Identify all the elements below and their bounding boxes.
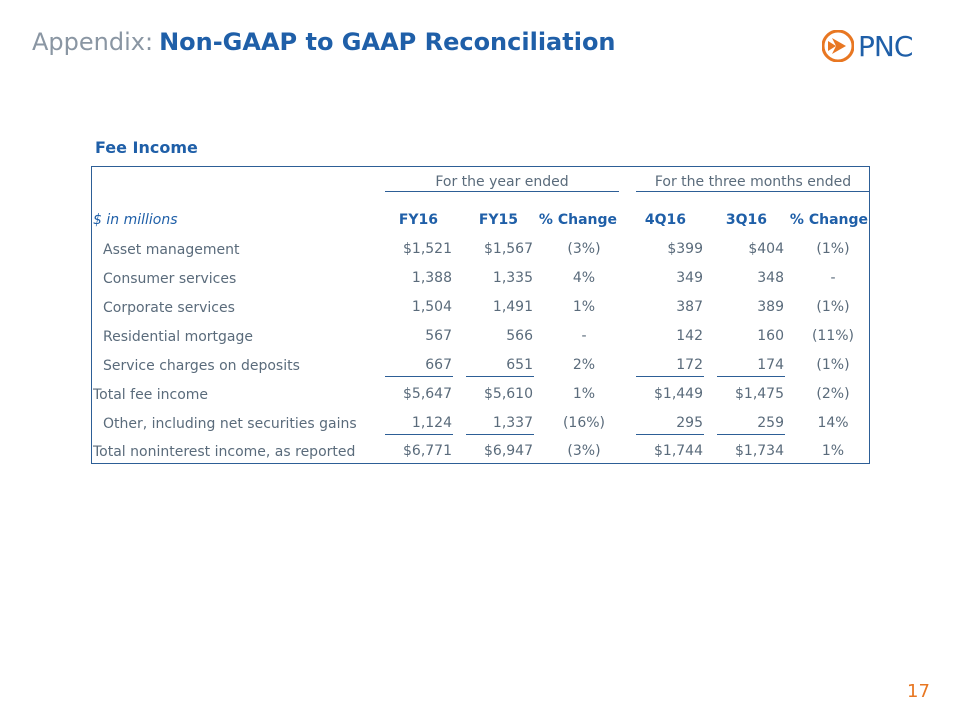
row-label: Asset management — [103, 242, 240, 258]
page-number: 17 — [907, 681, 930, 702]
units-label: $ in millions — [93, 212, 178, 228]
table-cell: $1,744 — [654, 443, 703, 459]
table-cell: (16%) — [562, 415, 606, 431]
table-cell: 4% — [572, 270, 596, 286]
pnc-logo: PNC — [822, 28, 913, 64]
column-header-2: FY15 — [478, 212, 518, 228]
row-label: Other, including net securities gains — [103, 416, 357, 432]
subtotal-rule — [636, 376, 704, 377]
table-cell: (1%) — [816, 299, 850, 315]
table-cell: (1%) — [816, 241, 850, 257]
table-cell: 1% — [572, 386, 596, 402]
table-cell: $404 — [748, 241, 784, 257]
page-title: Appendix: Non-GAAP to GAAP Reconciliation — [32, 28, 616, 56]
table-cell: 349 — [676, 270, 703, 286]
table-cell: 348 — [757, 270, 784, 286]
table-cell: 567 — [425, 328, 452, 344]
table-cell: 667 — [425, 357, 452, 373]
subtotal-rule — [466, 434, 534, 435]
table-cell: 387 — [676, 299, 703, 315]
row-label: Total fee income — [93, 387, 209, 403]
table-cell: (1%) — [816, 357, 850, 373]
table-cell: 174 — [757, 357, 784, 373]
title-main: Non-GAAP to GAAP Reconciliation — [159, 28, 616, 56]
table-cell: (3%) — [567, 241, 601, 257]
table-cell: $1,734 — [735, 443, 784, 459]
table-cell: $1,475 — [735, 386, 784, 402]
table-cell: 2% — [572, 357, 596, 373]
table-cell: 160 — [757, 328, 784, 344]
pnc-logo-icon — [822, 30, 854, 62]
subtotal-rule — [636, 434, 704, 435]
title-prefix: Appendix: — [32, 28, 154, 56]
logo-text: PNC — [858, 29, 913, 63]
column-header-1: FY16 — [398, 212, 438, 228]
table-cell: 295 — [676, 415, 703, 431]
table-cell: $1,521 — [403, 241, 452, 257]
row-label: Corporate services — [103, 300, 235, 316]
column-header-6: % Change — [789, 212, 868, 228]
row-label: Residential mortgage — [103, 329, 253, 345]
group-rule-year — [385, 191, 619, 192]
fee-income-table — [91, 166, 870, 464]
table-cell: (11%) — [811, 328, 855, 344]
table-cell: - — [581, 328, 587, 344]
column-header-4: 4Q16 — [644, 212, 686, 228]
table-cell: 1,504 — [411, 299, 452, 315]
group-header-quarter: For the three months ended — [654, 174, 852, 190]
table-cell: 651 — [506, 357, 533, 373]
table-cell: $5,647 — [403, 386, 452, 402]
subtotal-rule — [466, 376, 534, 377]
table-cell: 389 — [757, 299, 784, 315]
table-cell: (2%) — [816, 386, 850, 402]
table-cell: 1,335 — [492, 270, 533, 286]
table-cell: $1,449 — [654, 386, 703, 402]
row-label: Service charges on deposits — [103, 358, 300, 374]
row-label: Total noninterest income, as reported — [93, 444, 356, 460]
section-title: Fee Income — [95, 138, 198, 157]
table-cell: $399 — [667, 241, 703, 257]
group-header-year: For the year ended — [435, 174, 569, 190]
table-cell: $1,567 — [484, 241, 533, 257]
table-cell: 1,124 — [411, 415, 452, 431]
table-cell: 566 — [506, 328, 533, 344]
column-header-5: 3Q16 — [725, 212, 767, 228]
table-cell: $6,947 — [484, 443, 533, 459]
subtotal-rule — [385, 376, 453, 377]
table-cell: 142 — [676, 328, 703, 344]
table-cell: 14% — [817, 415, 849, 431]
table-cell: (3%) — [567, 443, 601, 459]
subtotal-rule — [717, 376, 785, 377]
table-cell: 1,337 — [492, 415, 533, 431]
table-cell: 259 — [757, 415, 784, 431]
table-cell: $6,771 — [403, 443, 452, 459]
group-rule-quarter — [636, 191, 870, 192]
table-cell: $5,610 — [484, 386, 533, 402]
subtotal-rule — [385, 434, 453, 435]
subtotal-rule — [717, 434, 785, 435]
table-cell: - — [830, 270, 836, 286]
column-header-3: % Change — [538, 212, 617, 228]
table-cell: 1% — [572, 299, 596, 315]
table-cell: 172 — [676, 357, 703, 373]
table-cell: 1,388 — [411, 270, 452, 286]
row-label: Consumer services — [103, 271, 237, 287]
table-cell: 1,491 — [492, 299, 533, 315]
table-cell: 1% — [821, 443, 845, 459]
